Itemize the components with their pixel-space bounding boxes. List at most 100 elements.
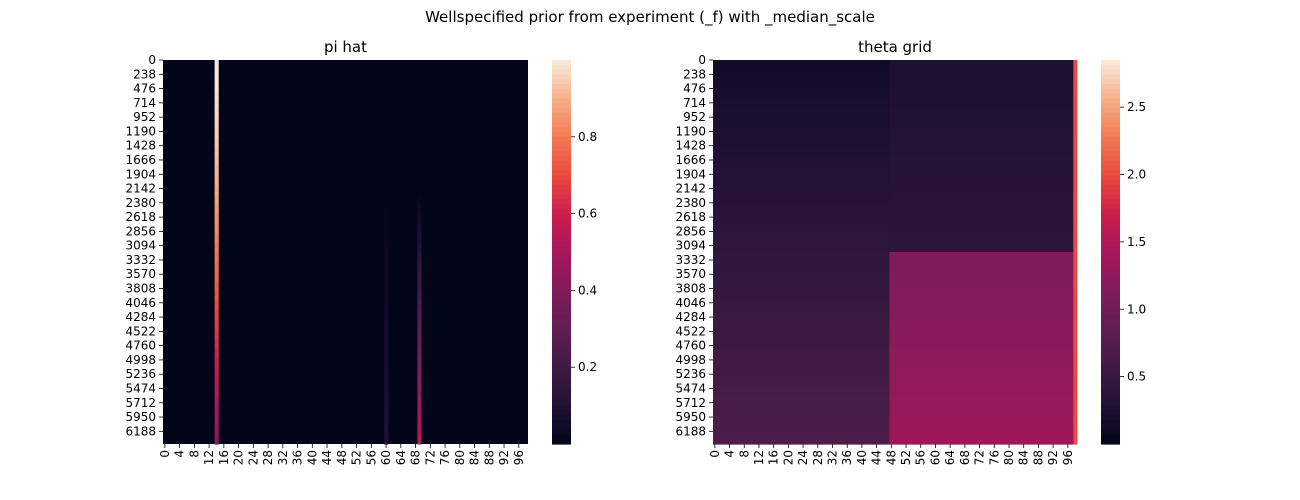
heatmap-cell-band bbox=[1073, 213, 1078, 224]
colorbar-segment bbox=[552, 276, 571, 282]
heatmap-cell-band bbox=[713, 386, 890, 397]
colorbar-tick-label: 1.5 bbox=[1127, 235, 1146, 249]
heatmap-cell-band bbox=[417, 405, 422, 416]
heatmap-cell-band bbox=[214, 367, 219, 378]
heatmap-cell-band bbox=[889, 60, 1074, 71]
heatmap-cell-band bbox=[214, 348, 219, 359]
heatmap-cell-band bbox=[713, 60, 890, 71]
colorbar-segment bbox=[1101, 256, 1120, 263]
pi-hat-cells bbox=[163, 60, 528, 445]
heatmap-cell-band bbox=[1073, 300, 1078, 311]
heatmap-cell-band bbox=[713, 127, 890, 138]
colorbar-segment bbox=[552, 420, 571, 426]
heatmap-cell-band bbox=[384, 252, 389, 263]
heatmap-cell-band bbox=[384, 319, 389, 330]
heatmap-cell-band bbox=[889, 252, 1074, 263]
y-tick-label: 4284 bbox=[675, 310, 706, 324]
colorbar-tick-label: 0.4 bbox=[578, 283, 597, 297]
heatmap-cell-band bbox=[214, 290, 219, 301]
heatmap-cell-band bbox=[214, 338, 219, 349]
heatmap-cell-band bbox=[1073, 309, 1078, 320]
heatmap-cell-band bbox=[1073, 60, 1078, 71]
heatmap-cell-band bbox=[417, 60, 422, 71]
colorbar-segment bbox=[552, 156, 571, 162]
colorbar-segment bbox=[1101, 237, 1120, 243]
heatmap-cell-band bbox=[417, 146, 422, 157]
y-tick-label: 476 bbox=[683, 82, 706, 96]
colorbar-segment bbox=[552, 136, 571, 143]
x-tick-label: 80 bbox=[453, 450, 467, 465]
heatmap-cell-band bbox=[384, 261, 389, 272]
heatmap-cell-band bbox=[1073, 175, 1078, 186]
colorbar-segment bbox=[1101, 132, 1120, 138]
heatmap-cell-band bbox=[214, 156, 219, 167]
colorbar-segment bbox=[552, 400, 571, 407]
theta-grid-y-ticks: 0238476714952119014281666190421422380261… bbox=[675, 53, 713, 438]
heatmap-cell-band bbox=[214, 396, 219, 407]
colorbar-segment bbox=[1101, 429, 1120, 435]
x-tick-label: 16 bbox=[767, 450, 781, 465]
heatmap-cell-band bbox=[214, 146, 219, 157]
x-tick-label: 8 bbox=[737, 450, 751, 458]
heatmap-cell-band bbox=[214, 213, 219, 224]
y-tick-label: 2142 bbox=[675, 182, 706, 196]
theta-grid-x-ticks: 0 4 8 12 16 20 24 28 32 36 40 44 48 52 56 60 64 68 72 76 80 8… bbox=[708, 444, 1075, 465]
y-tick-label: 2142 bbox=[125, 182, 156, 196]
colorbar-segment bbox=[1101, 304, 1120, 311]
x-tick-label: 20 bbox=[232, 450, 246, 465]
heatmap-cell-band bbox=[384, 367, 389, 378]
colorbar-segment bbox=[1101, 232, 1120, 239]
y-tick-label: 0 bbox=[698, 53, 706, 67]
colorbar-segment bbox=[552, 199, 571, 205]
heatmap-cell-band bbox=[713, 261, 890, 272]
y-tick-label: 3570 bbox=[125, 267, 156, 281]
heatmap-cell-band bbox=[214, 328, 219, 339]
heatmap-cell-band bbox=[417, 434, 422, 445]
heatmap-cell-band bbox=[417, 424, 422, 435]
colorbar-segment bbox=[552, 338, 571, 344]
heatmap-cell-band bbox=[1073, 261, 1078, 272]
heatmap-cell-band bbox=[417, 348, 422, 359]
heatmap-cell-band bbox=[417, 184, 422, 195]
heatmap-cell-band bbox=[889, 223, 1074, 234]
heatmap-cell-band bbox=[889, 376, 1074, 387]
heatmap-cell-band bbox=[713, 290, 890, 301]
heatmap-cell-band bbox=[1073, 367, 1078, 378]
heatmap-cell-band bbox=[713, 348, 890, 359]
heatmap-cell-band bbox=[1073, 242, 1078, 253]
colorbar-segment bbox=[552, 386, 571, 392]
heatmap-cell-band bbox=[713, 424, 890, 435]
colorbar-segment bbox=[552, 223, 571, 229]
heatmap-cell-band bbox=[417, 223, 422, 234]
colorbar-segment bbox=[552, 410, 571, 416]
heatmap-cell-band bbox=[384, 184, 389, 195]
heatmap-cell-band bbox=[384, 434, 389, 445]
heatmap-cell-band bbox=[713, 146, 890, 157]
colorbar-segment bbox=[1101, 108, 1120, 114]
colorbar-segment bbox=[1101, 247, 1120, 253]
y-tick-label: 5950 bbox=[125, 410, 156, 424]
heatmap-cell-band bbox=[417, 309, 422, 320]
heatmap-cell-band bbox=[384, 194, 389, 205]
heatmap-cell-band bbox=[1073, 232, 1078, 243]
heatmap-cell-band bbox=[417, 271, 422, 282]
heatmap-cell-band bbox=[417, 300, 422, 311]
colorbar-segment bbox=[552, 88, 571, 95]
y-tick-label: 5950 bbox=[675, 410, 706, 424]
x-tick-label: 4 bbox=[723, 450, 737, 458]
colorbar-segment bbox=[1101, 386, 1120, 392]
colorbar-segment bbox=[552, 424, 571, 431]
heatmap-cell-band bbox=[417, 319, 422, 330]
heatmap-cell-band bbox=[417, 213, 422, 224]
heatmap-cell-band bbox=[417, 127, 422, 138]
y-tick-label: 5712 bbox=[675, 396, 706, 410]
heatmap-cell-band bbox=[889, 338, 1074, 349]
heatmap-cell-band bbox=[713, 319, 890, 330]
heatmap-cell-band bbox=[889, 69, 1074, 80]
colorbar-segment bbox=[552, 175, 571, 181]
colorbar-segment bbox=[552, 60, 571, 66]
heatmap-cell-band bbox=[417, 415, 422, 426]
heatmap-cell-band bbox=[713, 242, 890, 253]
y-tick-label: 1904 bbox=[125, 167, 156, 181]
colorbar-segment bbox=[552, 84, 571, 90]
